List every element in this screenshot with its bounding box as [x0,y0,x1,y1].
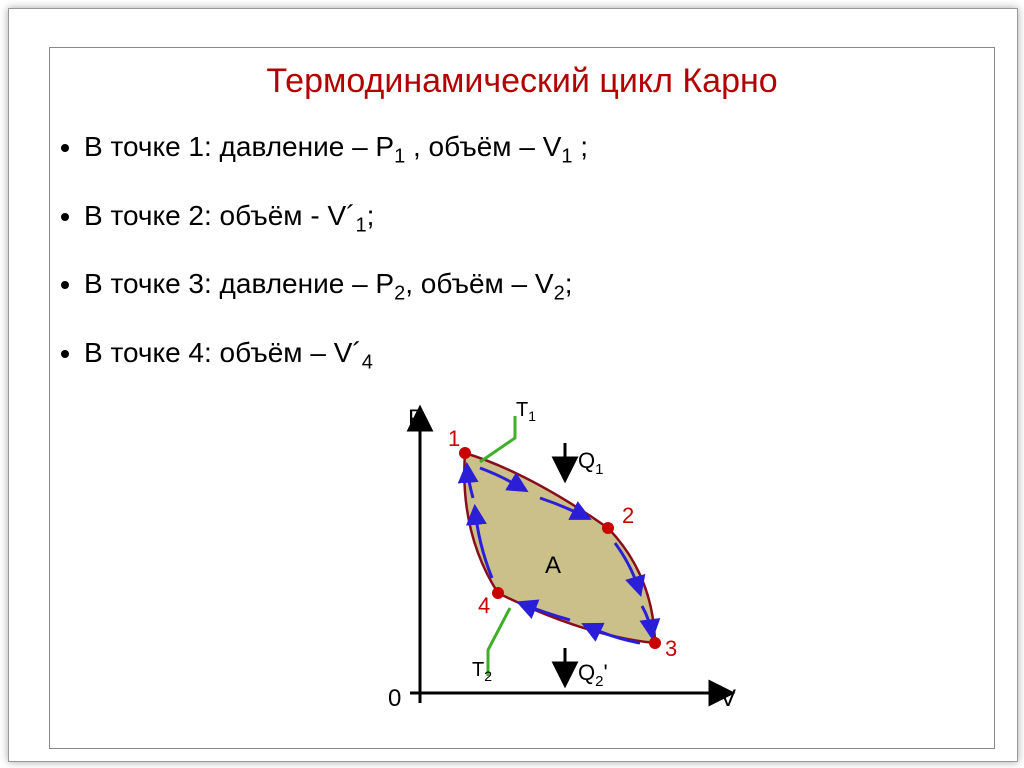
svg-text:3: 3 [665,636,677,661]
svg-text:T1: T1 [516,399,536,424]
list-item: В точке 1: давление – P1 , объём – V1 ; [84,129,994,170]
carnot-diagram: PV0A1234Q1Q2'T1T2 [320,398,750,728]
svg-text:Q1: Q1 [578,448,603,478]
svg-text:V: V [720,685,736,712]
bullet-list: В точке 1: давление – P1 , объём – V1 ; … [54,129,994,375]
page-title: Термодинамический цикл Карно [50,62,994,101]
svg-text:2: 2 [622,503,634,528]
list-item: В точке 2: объём - V´1; [84,198,994,239]
list-item: В точке 4: объём – V´4 [84,335,994,376]
list-item: В точке 3: давление – P2, объём – V2; [84,266,994,307]
svg-text:4: 4 [478,593,490,618]
svg-text:0: 0 [388,685,401,712]
svg-text:P: P [408,405,424,432]
svg-text:A: A [545,552,561,579]
svg-text:Q2': Q2' [578,660,608,690]
svg-text:1: 1 [448,426,460,451]
